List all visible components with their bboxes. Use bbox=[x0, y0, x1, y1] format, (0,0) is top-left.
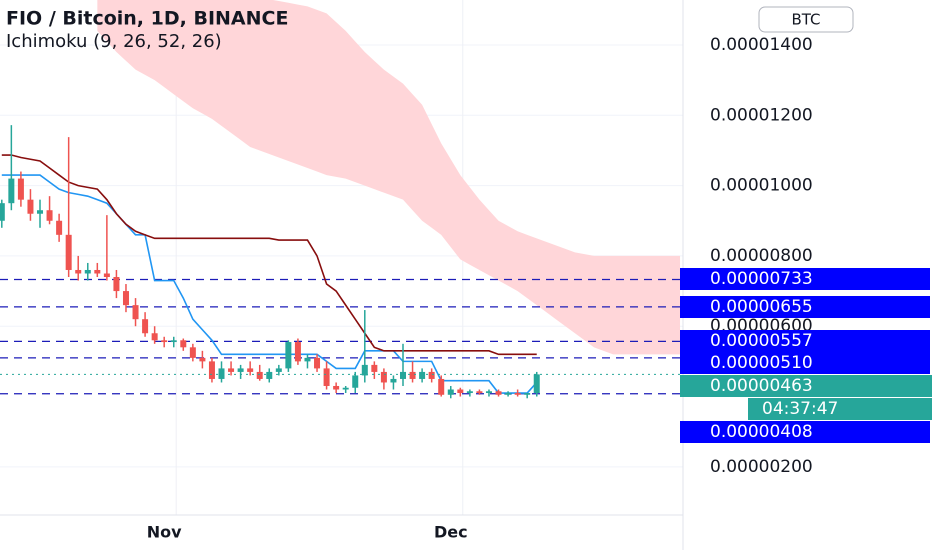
currency-button[interactable] bbox=[758, 6, 854, 33]
candle-body bbox=[457, 389, 464, 394]
y-tick-label: 0.00000800 bbox=[710, 246, 813, 266]
candle-body bbox=[0, 203, 5, 221]
candle-body bbox=[390, 378, 397, 383]
candle-body bbox=[199, 357, 206, 362]
candle-body bbox=[27, 199, 34, 214]
y-tick-label: 0.00001000 bbox=[710, 176, 813, 196]
indicator-label: Ichimoku (9, 26, 52, 26) bbox=[6, 31, 222, 52]
candle-body bbox=[37, 210, 44, 214]
level-label-bg bbox=[680, 421, 930, 443]
candle-body bbox=[428, 371, 435, 379]
candle-body bbox=[294, 342, 301, 362]
candle-body bbox=[94, 269, 101, 274]
level-label: 0.00000510 bbox=[710, 353, 813, 373]
x-tick-label: Nov bbox=[147, 523, 182, 542]
ichimoku-cloud bbox=[97, 0, 681, 355]
candle-body bbox=[218, 368, 225, 379]
candle-body bbox=[400, 371, 407, 379]
candle-body bbox=[256, 371, 263, 379]
last-price-bg bbox=[680, 375, 932, 397]
level-label: 0.00000408 bbox=[710, 422, 813, 442]
candle-body bbox=[352, 375, 359, 388]
candle-body bbox=[333, 385, 340, 390]
candle-body bbox=[17, 178, 24, 200]
countdown-bg bbox=[748, 398, 932, 420]
candle-body bbox=[314, 357, 321, 369]
candle-body bbox=[65, 234, 72, 270]
countdown-label: 04:37:47 bbox=[762, 399, 838, 419]
plot-area bbox=[0, 0, 683, 515]
currency-label[interactable]: BTC bbox=[791, 11, 820, 29]
candle-body bbox=[380, 371, 387, 383]
candle-body bbox=[103, 273, 110, 278]
candle-body bbox=[438, 378, 445, 395]
y-tick-label: 0.00000200 bbox=[710, 457, 813, 477]
candle-body bbox=[371, 364, 378, 372]
level-label-bg bbox=[680, 330, 930, 352]
candle-body bbox=[189, 347, 196, 358]
candle-body bbox=[505, 393, 512, 395]
level-label: 0.00000655 bbox=[710, 297, 813, 317]
candle-body bbox=[476, 391, 483, 394]
candle-body bbox=[514, 393, 521, 395]
candle-body bbox=[151, 333, 158, 341]
candle-body bbox=[142, 319, 149, 334]
candle-body bbox=[75, 269, 82, 274]
candle-body bbox=[8, 178, 15, 204]
candle-body bbox=[56, 220, 63, 235]
candle-body bbox=[409, 371, 416, 379]
candle-body bbox=[323, 368, 330, 386]
candle-body bbox=[533, 374, 540, 394]
level-label: 0.00000733 bbox=[710, 269, 813, 289]
candle-body bbox=[208, 361, 215, 379]
y-tick-label: 0.00001400 bbox=[710, 35, 813, 55]
last-price-label: 0.00000463 bbox=[710, 376, 813, 396]
level-label-bg bbox=[680, 268, 930, 290]
candle-body bbox=[84, 269, 91, 274]
chart-title: FIO / Bitcoin, 1D, BINANCE bbox=[6, 8, 288, 30]
candle-body bbox=[237, 368, 244, 372]
candle-body bbox=[419, 371, 426, 379]
y-tick-label: 0.00001200 bbox=[710, 105, 813, 125]
candle-body bbox=[361, 364, 368, 376]
candle-body bbox=[113, 277, 120, 292]
candle-body bbox=[495, 391, 502, 395]
candle-body bbox=[266, 371, 273, 379]
candle-body bbox=[285, 342, 292, 369]
candle-body bbox=[524, 393, 531, 395]
candle-body bbox=[447, 389, 454, 395]
level-label-bg bbox=[680, 352, 930, 374]
candle-body bbox=[228, 368, 235, 372]
candle-body bbox=[466, 391, 473, 394]
indicator-line bbox=[1, 174, 538, 394]
indicator-line bbox=[1, 154, 537, 356]
level-label: 0.00000557 bbox=[710, 331, 813, 351]
candle-body bbox=[304, 357, 311, 362]
candle-body bbox=[485, 391, 492, 394]
candle-body bbox=[275, 368, 282, 372]
candle-body bbox=[247, 368, 254, 372]
candle-body bbox=[122, 291, 129, 306]
candle-body bbox=[180, 340, 187, 348]
candle-body bbox=[170, 340, 177, 343]
x-tick-label: Dec bbox=[434, 523, 468, 542]
candle-body bbox=[46, 210, 53, 221]
candle-body bbox=[342, 387, 349, 390]
level-label-bg bbox=[680, 296, 930, 318]
candle-body bbox=[132, 305, 139, 320]
candle-body bbox=[161, 340, 168, 343]
